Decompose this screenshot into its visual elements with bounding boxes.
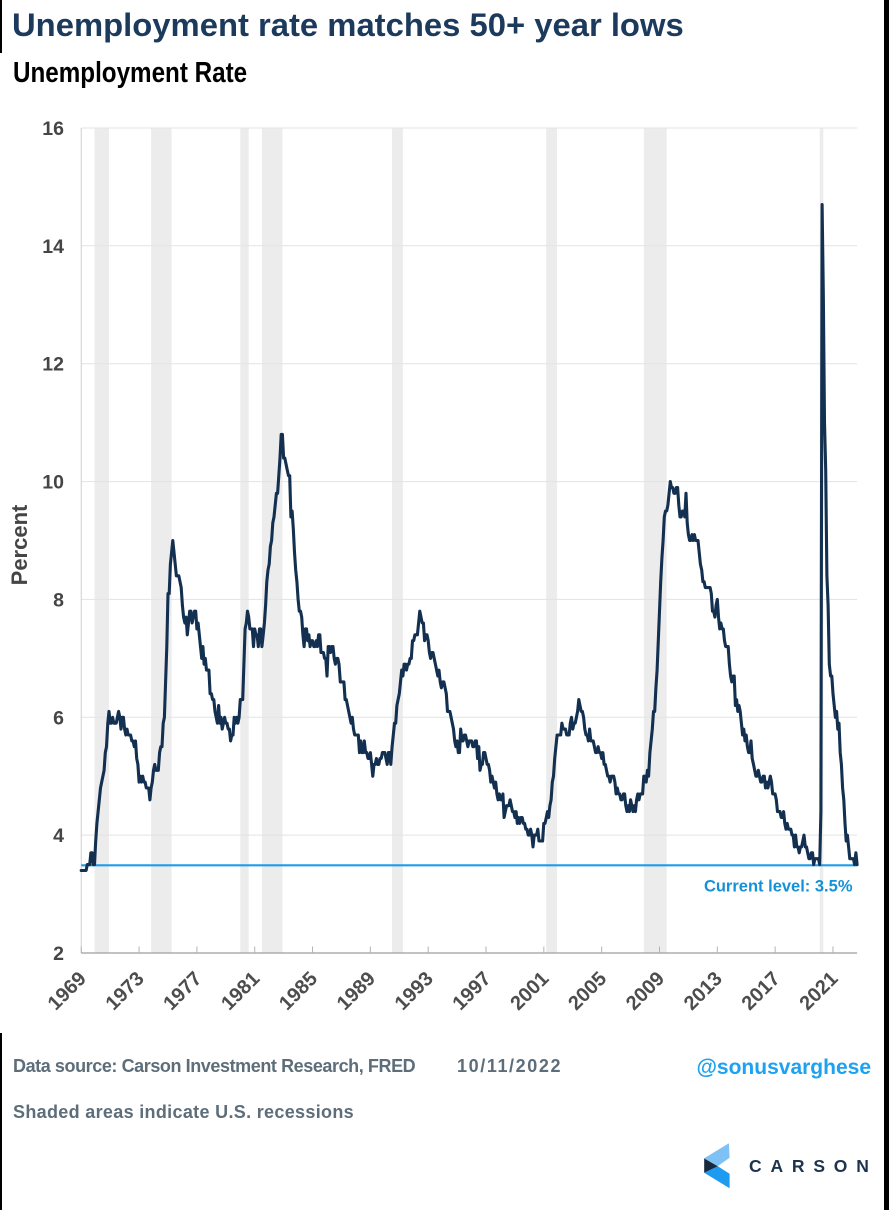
svg-text:1989: 1989 [333, 968, 380, 1015]
svg-text:2013: 2013 [680, 968, 727, 1015]
svg-text:2009: 2009 [622, 968, 669, 1015]
svg-text:8: 8 [53, 589, 64, 611]
svg-text:14: 14 [42, 236, 64, 258]
svg-text:2005: 2005 [564, 968, 611, 1015]
svg-text:1969: 1969 [44, 968, 91, 1015]
svg-text:2001: 2001 [506, 968, 553, 1015]
svg-text:1985: 1985 [275, 968, 322, 1015]
svg-text:Percent: Percent [7, 504, 32, 585]
svg-text:16: 16 [42, 118, 64, 140]
svg-text:Current level: 3.5%: Current level: 3.5% [704, 878, 853, 896]
svg-text:2021: 2021 [795, 968, 842, 1015]
svg-text:1993: 1993 [391, 968, 438, 1015]
svg-text:12: 12 [42, 354, 64, 376]
svg-text:10: 10 [42, 472, 64, 494]
svg-text:6: 6 [53, 707, 64, 729]
svg-text:2: 2 [53, 943, 64, 965]
svg-text:1981: 1981 [217, 968, 264, 1015]
svg-text:1977: 1977 [159, 968, 206, 1015]
svg-text:1997: 1997 [449, 968, 496, 1015]
svg-text:1973: 1973 [102, 968, 149, 1015]
svg-text:2017: 2017 [738, 968, 785, 1015]
svg-text:4: 4 [53, 825, 64, 847]
